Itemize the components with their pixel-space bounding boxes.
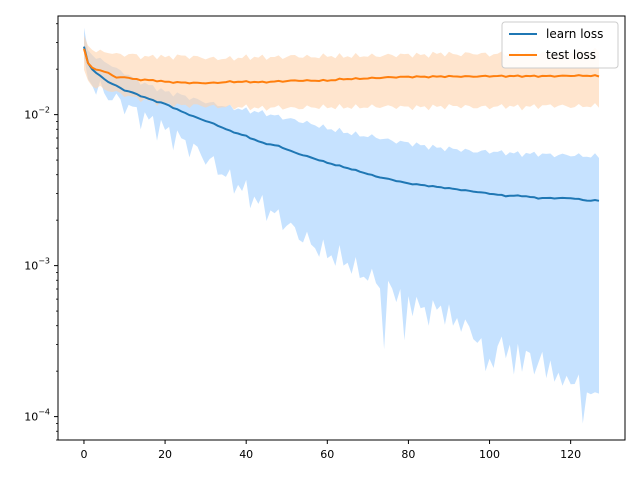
y-axis-ticks: 10−4 10−3 10−2 bbox=[24, 23, 58, 441]
confidence-bands bbox=[84, 27, 599, 424]
x-tick-label: 120 bbox=[560, 448, 581, 461]
x-tick-label: 40 bbox=[239, 448, 253, 461]
x-tick-label: 0 bbox=[80, 448, 87, 461]
series-lines bbox=[83, 46, 600, 202]
band-test-loss bbox=[84, 35, 599, 111]
legend: learn loss test loss bbox=[501, 21, 619, 69]
legend-label: test loss bbox=[546, 48, 596, 62]
x-tick-label: 80 bbox=[401, 448, 415, 461]
line-learn-loss bbox=[83, 46, 600, 202]
plot-frame bbox=[57, 15, 626, 441]
legend-label: learn loss bbox=[546, 27, 603, 41]
x-tick-label: 100 bbox=[479, 448, 500, 461]
x-axis-ticks: 0 20 40 60 80 100 120 bbox=[80, 440, 581, 461]
line-test-loss bbox=[83, 48, 600, 85]
y-tick-label: 10−3 bbox=[24, 257, 50, 273]
x-tick-label: 20 bbox=[158, 448, 172, 461]
y-tick-label: 10−2 bbox=[24, 106, 50, 122]
x-tick-label: 60 bbox=[320, 448, 334, 461]
band-learn-loss bbox=[84, 27, 599, 424]
y-tick-label: 10−4 bbox=[24, 408, 50, 424]
